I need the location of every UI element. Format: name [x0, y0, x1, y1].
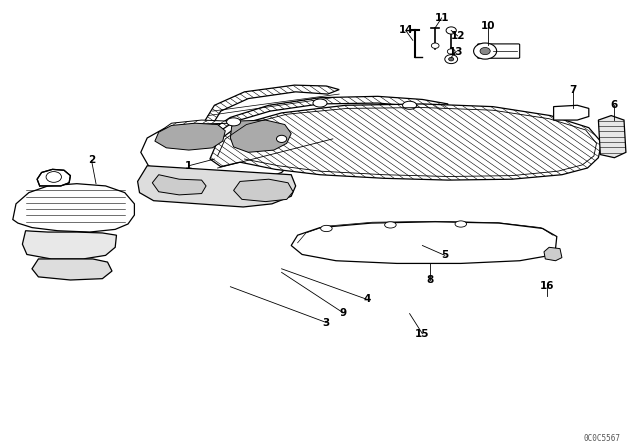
- Circle shape: [446, 27, 456, 34]
- Polygon shape: [155, 123, 225, 150]
- Text: 9: 9: [339, 308, 347, 318]
- Polygon shape: [37, 169, 70, 186]
- Polygon shape: [138, 166, 296, 207]
- Text: 3: 3: [323, 318, 330, 327]
- FancyBboxPatch shape: [477, 44, 520, 58]
- Text: 14: 14: [399, 26, 413, 35]
- Circle shape: [447, 49, 455, 54]
- Circle shape: [276, 135, 287, 142]
- Text: 1: 1: [185, 161, 193, 171]
- Text: 12: 12: [451, 31, 465, 41]
- Polygon shape: [32, 259, 112, 280]
- Polygon shape: [544, 247, 562, 261]
- Text: 0C0C5567: 0C0C5567: [584, 434, 621, 443]
- Circle shape: [480, 47, 490, 55]
- Circle shape: [474, 43, 497, 59]
- Ellipse shape: [313, 99, 327, 107]
- Text: 16: 16: [540, 281, 554, 291]
- Polygon shape: [598, 116, 626, 158]
- Polygon shape: [210, 104, 602, 180]
- Ellipse shape: [403, 101, 417, 109]
- Polygon shape: [163, 120, 287, 134]
- Text: 11: 11: [435, 13, 449, 23]
- Ellipse shape: [227, 118, 241, 126]
- Ellipse shape: [321, 225, 332, 232]
- Polygon shape: [291, 222, 557, 263]
- Circle shape: [449, 57, 454, 61]
- Text: 7: 7: [569, 85, 577, 95]
- Polygon shape: [152, 175, 206, 195]
- Text: 5: 5: [441, 250, 449, 260]
- Text: 15: 15: [415, 329, 429, 339]
- Polygon shape: [205, 96, 448, 147]
- Polygon shape: [554, 105, 589, 120]
- Circle shape: [445, 55, 458, 64]
- Ellipse shape: [455, 221, 467, 227]
- Polygon shape: [205, 85, 339, 125]
- Circle shape: [431, 43, 439, 48]
- Polygon shape: [22, 231, 116, 259]
- Polygon shape: [141, 123, 296, 183]
- Polygon shape: [13, 184, 134, 232]
- Text: 8: 8: [426, 275, 434, 285]
- Polygon shape: [230, 120, 291, 152]
- Text: 2: 2: [88, 155, 95, 165]
- Text: 10: 10: [481, 21, 495, 31]
- Text: 13: 13: [449, 47, 463, 56]
- Ellipse shape: [385, 222, 396, 228]
- Text: 4: 4: [363, 294, 371, 304]
- Polygon shape: [234, 179, 293, 202]
- Text: 6: 6: [611, 100, 618, 110]
